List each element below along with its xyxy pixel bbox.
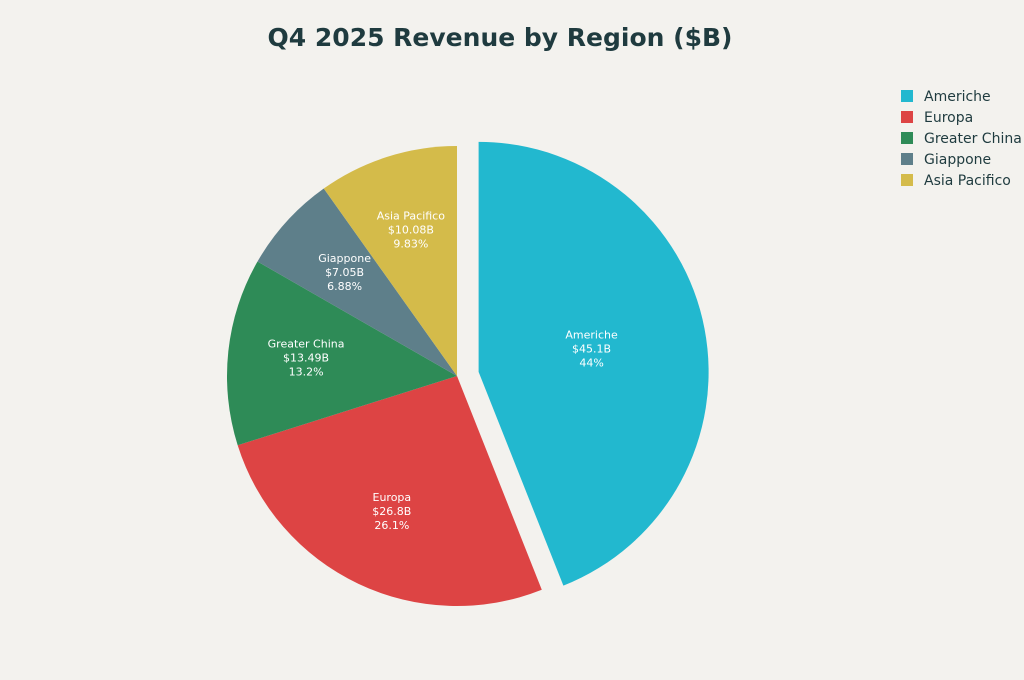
slice-label-giappone: Giappone $7.05B 6.88% bbox=[318, 252, 371, 293]
legend-label-europa: Europa bbox=[924, 110, 973, 126]
legend-swatch-greater-china bbox=[901, 132, 913, 144]
slice-label-asia-pacifico: Asia Pacifico $10.08B 9.83% bbox=[377, 209, 446, 250]
pie-slice-labels: Americhe $45.1B 44% Europa $26.8B 26.1% Greate… bbox=[268, 209, 618, 532]
legend-swatch-giappone bbox=[901, 153, 913, 165]
legend-swatch-asia-pacifico bbox=[901, 174, 913, 186]
pie-slice-giappone bbox=[257, 188, 457, 376]
slice-label-americhe: Americhe $45.1B 44% bbox=[565, 328, 618, 369]
slice-label-greater-china: Greater China $13.49B 13.2% bbox=[268, 338, 345, 379]
legend-label-greater-china: Greater China bbox=[924, 131, 1022, 147]
pie-slices bbox=[226, 141, 709, 606]
legend-swatch-americhe bbox=[901, 90, 913, 102]
legend-label-giappone: Giappone bbox=[924, 152, 991, 168]
pie-slice-greater-china bbox=[226, 261, 457, 446]
legend: Americhe Europa Greater China Giappone Asia … bbox=[901, 89, 1022, 189]
legend-swatch-europa bbox=[901, 111, 913, 123]
pie-slice-europa bbox=[237, 376, 542, 606]
chart-title: Q4 2025 Revenue by Region ($B) bbox=[268, 23, 733, 52]
legend-label-americhe: Americhe bbox=[924, 89, 991, 105]
slice-label-europa: Europa $26.8B 26.1% bbox=[372, 491, 411, 532]
pie-slice-americhe bbox=[478, 141, 709, 586]
pie-slice-asia-pacifico bbox=[323, 146, 457, 376]
legend-label-asia-pacifico: Asia Pacifico bbox=[924, 173, 1011, 189]
